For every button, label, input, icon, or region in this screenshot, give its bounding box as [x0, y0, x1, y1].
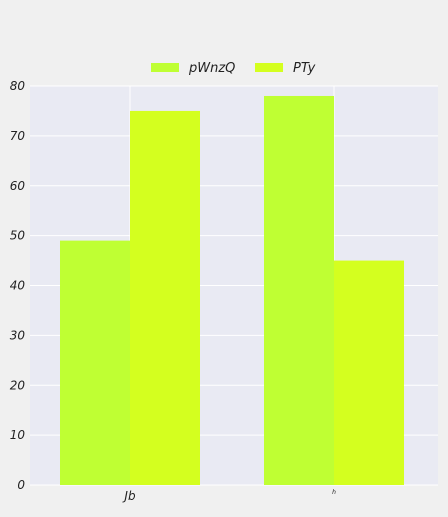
y-tick-label: 10: [10, 428, 26, 442]
y-tick-label: 40: [10, 279, 26, 293]
bar-PTy-h: [334, 260, 404, 485]
y-tick-label: 50: [10, 229, 26, 243]
y-axis-tick-labels: 0 10 20 30 40 50 60 70 80: [10, 79, 26, 492]
bars: [60, 95, 404, 485]
x-tick-label: Jb: [122, 489, 136, 503]
y-tick-label: 80: [10, 79, 26, 93]
legend: pWnzQ PTy: [151, 61, 316, 76]
x-axis-tick-labels: Jb h: [122, 489, 336, 503]
y-tick-label: 20: [10, 378, 26, 392]
y-tick-label: 30: [10, 328, 26, 342]
bar-PTy-Jb: [130, 110, 200, 485]
legend-label-pWnzQ: pWnzQ: [188, 61, 235, 76]
legend-swatch-PTy: [255, 63, 283, 72]
bar-pWnzQ-h: [264, 95, 334, 485]
bar-pWnzQ-Jb: [60, 240, 130, 485]
legend-swatch-pWnzQ: [151, 63, 179, 72]
y-tick-label: 70: [10, 129, 26, 143]
x-tick-label: h: [332, 489, 336, 496]
y-tick-label: 0: [17, 478, 25, 492]
y-tick-label: 60: [10, 179, 26, 193]
legend-label-PTy: PTy: [293, 61, 316, 76]
